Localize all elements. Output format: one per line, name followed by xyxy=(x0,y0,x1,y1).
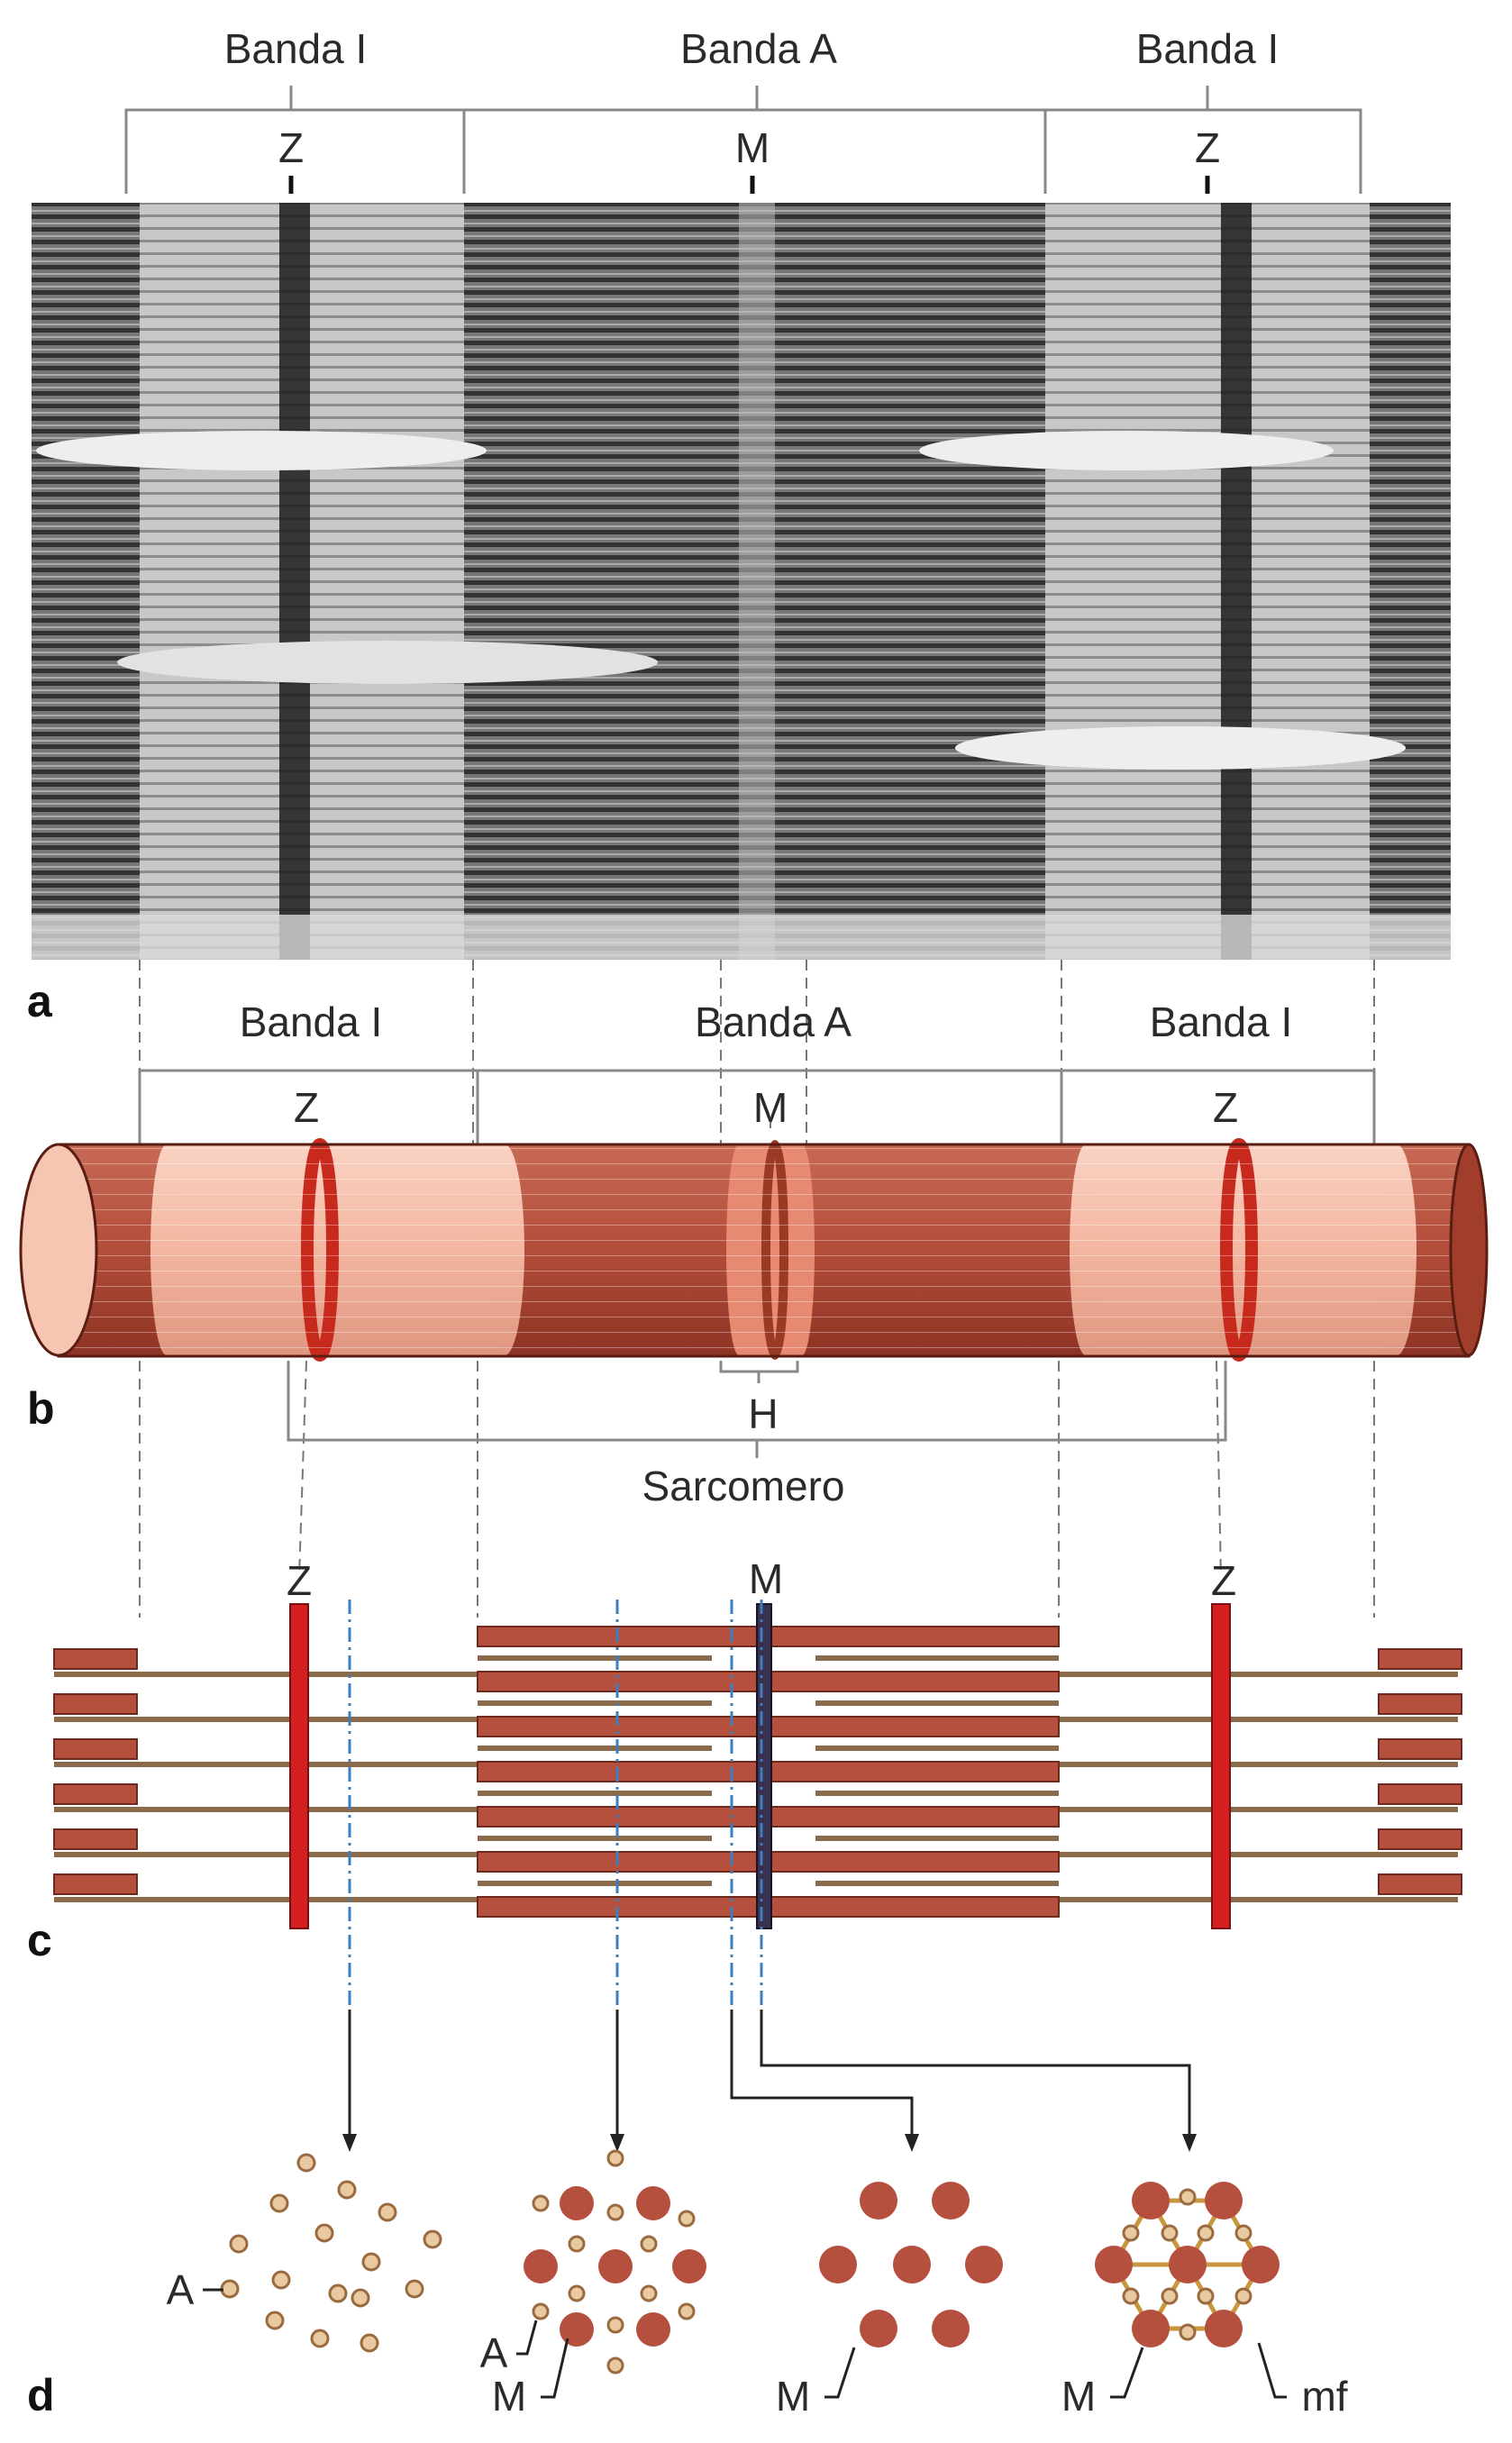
cross-section-h-zone xyxy=(819,2182,1003,2347)
panel-b-m-label: M xyxy=(753,1084,788,1131)
h-zone-bracket xyxy=(719,1361,799,1383)
panel-a-z-label-2: Z xyxy=(1195,124,1220,171)
panel-a-z-label-1: Z xyxy=(278,124,304,171)
panel-d-label-a-1: A xyxy=(167,2266,195,2313)
panel-b-h-label: H xyxy=(748,1390,778,1437)
panel-a-band-label-3: Banda I xyxy=(1136,25,1280,72)
panel-d-label-a-2: A xyxy=(480,2329,508,2376)
section-guide-lines xyxy=(348,1600,763,2010)
panel-a-m-label: M xyxy=(735,124,770,171)
panel-a-band-label-1: Banda I xyxy=(224,25,368,72)
section-arrows xyxy=(348,2010,1191,2138)
panel-a: Banda I Banda A Banda I Z M Z a xyxy=(27,25,1451,1026)
panel-b-z-label-2: Z xyxy=(1213,1084,1238,1131)
panel-d-label-m-3: M xyxy=(1061,2373,1096,2420)
panel-d-label-m-2: M xyxy=(776,2373,810,2420)
cross-section-a-band xyxy=(524,2149,706,2375)
panel-b-band-label-3: Banda I xyxy=(1150,998,1293,1045)
panel-d-label-m-1: M xyxy=(492,2373,526,2420)
arrow-heads xyxy=(342,2134,1197,2152)
panel-b-sarcomere-label: Sarcomero xyxy=(642,1463,845,1509)
panel-c-letter: c xyxy=(27,1915,52,1965)
panel-d-label-mf: mf xyxy=(1301,2373,1347,2420)
panel-b-z-label-1: Z xyxy=(294,1084,319,1131)
panel-b-band-label-2: Banda A xyxy=(695,998,852,1045)
panel-c: Z M Z xyxy=(27,1555,1462,2010)
panel-a-band-label-2: Banda A xyxy=(680,25,837,72)
electron-micrograph xyxy=(32,203,1451,960)
thin-over-thick xyxy=(478,1655,1059,1886)
panel-c-m-label: M xyxy=(749,1555,783,1602)
myofibril-cylinder xyxy=(19,1138,1489,1362)
cross-section-m-line xyxy=(1095,2182,1280,2347)
panel-a-band-brackets xyxy=(124,86,1362,194)
z-disc-right xyxy=(1211,1603,1231,1929)
panel-b: Banda I Banda A Banda I Z M Z xyxy=(19,998,1489,1509)
panel-d-letter: d xyxy=(27,2370,55,2420)
z-disc-left xyxy=(289,1603,309,1929)
sarcomere-bracket xyxy=(287,1361,1227,1458)
panel-b-band-label-1: Banda I xyxy=(240,998,383,1045)
panel-a-letter: a xyxy=(27,976,53,1026)
panel-b-letter: b xyxy=(27,1383,55,1434)
label-leaders xyxy=(203,2288,1287,2399)
cross-section-i-band xyxy=(220,2153,442,2353)
panel-c-z-label-1: Z xyxy=(287,1557,312,1604)
panel-d: A A M M M mf d xyxy=(27,2010,1348,2420)
panel-b-band-brackets xyxy=(138,1069,1376,1144)
panel-c-z-label-2: Z xyxy=(1211,1557,1236,1604)
m-line xyxy=(756,1603,772,1929)
